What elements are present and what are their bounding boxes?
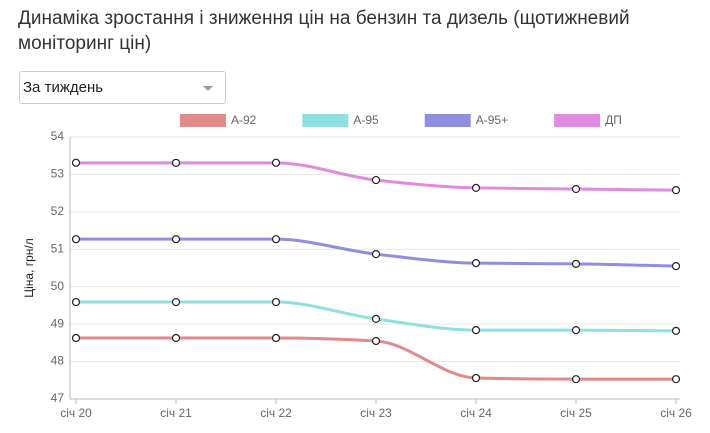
x-tick-label: січ 24 [460, 406, 492, 420]
data-point [671, 375, 681, 384]
data-point [571, 375, 581, 384]
data-point [271, 235, 281, 244]
data-point [371, 314, 381, 324]
data-point [71, 297, 81, 307]
data-point [71, 235, 81, 244]
data-point [671, 326, 681, 335]
data-point [271, 333, 281, 343]
data-point [471, 326, 481, 335]
x-tick-label: січ 22 [260, 406, 292, 420]
y-tick-label: 50 [51, 279, 65, 293]
x-tick-label: січ 25 [560, 406, 592, 420]
y-tick-label: 49 [51, 316, 65, 330]
legend-swatch [180, 114, 226, 127]
x-tick-label: січ 26 [660, 406, 692, 420]
y-tick-label: 53 [51, 167, 65, 181]
legend-label: А-95+ [476, 113, 508, 127]
data-point [371, 336, 381, 346]
data-point [671, 262, 681, 271]
period-dropdown[interactable]: За тиждень [19, 71, 226, 104]
x-tick-label: січ 20 [60, 406, 92, 420]
data-point [571, 184, 581, 194]
chart-title: Динаміка зростання і зниження цін на бен… [18, 8, 630, 54]
data-point [271, 158, 281, 167]
data-point [471, 373, 481, 383]
data-point [471, 183, 481, 193]
y-tick-label: 51 [51, 241, 65, 255]
data-point [171, 297, 181, 307]
y-tick-label: 48 [51, 354, 65, 368]
y-axis-label: Ціна, грн/л [22, 238, 36, 298]
data-point [171, 158, 181, 167]
data-point [271, 297, 281, 307]
data-point [671, 186, 681, 195]
legend-label: А-92 [231, 113, 257, 127]
data-point [171, 235, 181, 244]
legend-label: ДП [605, 113, 622, 127]
y-tick-label: 47 [51, 391, 65, 405]
data-point [371, 175, 381, 185]
legend-swatch [302, 114, 349, 127]
data-point [71, 333, 81, 343]
x-tick-label: січ 21 [160, 406, 192, 420]
dropdown-label: За тиждень [23, 79, 104, 96]
legend-label: А-95 [353, 113, 379, 127]
legend-swatch [554, 114, 601, 127]
y-tick-label: 54 [51, 129, 65, 143]
data-point [371, 250, 381, 259]
x-tick-label: січ 23 [360, 406, 392, 420]
data-point [171, 333, 181, 343]
dropdown-arrow [203, 86, 213, 91]
data-point [71, 158, 81, 167]
y-tick-label: 52 [51, 204, 65, 218]
data-point [571, 259, 581, 268]
data-point [571, 326, 581, 335]
legend-swatch [424, 114, 471, 127]
data-point [471, 259, 481, 268]
